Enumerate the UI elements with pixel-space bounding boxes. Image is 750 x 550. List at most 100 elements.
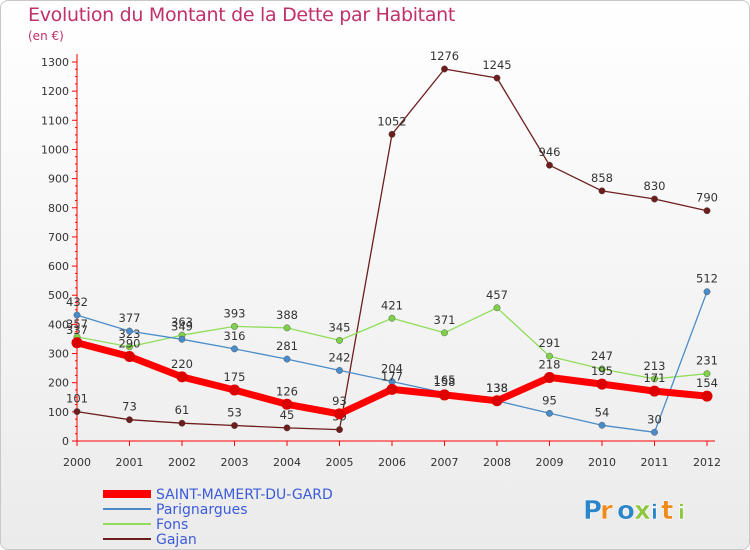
data-point <box>544 371 555 383</box>
data-point <box>231 422 238 429</box>
data-label: 231 <box>696 354 718 368</box>
x-tick-label: 2004 <box>273 456 301 469</box>
data-label: 830 <box>644 179 666 193</box>
data-label: 73 <box>122 400 137 414</box>
data-point <box>124 350 135 362</box>
y-tick-label: 100 <box>48 406 69 419</box>
data-point <box>651 428 658 436</box>
x-tick-label: 2010 <box>588 456 616 469</box>
y-tick-label: 200 <box>48 377 69 390</box>
x-tick-label: 2007 <box>431 456 459 469</box>
data-label: 512 <box>696 272 718 286</box>
data-point <box>388 314 396 322</box>
data-label: 213 <box>644 359 666 373</box>
data-label: 93 <box>332 394 347 408</box>
data-label: 345 <box>329 320 351 334</box>
data-label: 377 <box>119 311 141 325</box>
data-point <box>703 207 711 215</box>
data-label: 158 <box>434 375 456 389</box>
y-tick-label: 900 <box>48 173 69 186</box>
data-label: 1276 <box>430 49 459 63</box>
brand-logo-char: P <box>583 496 602 526</box>
data-label: 316 <box>224 329 246 343</box>
data-point <box>283 355 291 363</box>
data-label: 45 <box>280 408 295 422</box>
data-label: 290 <box>119 336 141 350</box>
data-point <box>73 311 81 319</box>
data-point <box>336 367 343 374</box>
data-label: 220 <box>171 357 193 371</box>
y-unit-label: (en €) <box>28 29 64 43</box>
brand-logo-char: r <box>600 496 613 526</box>
data-point <box>126 343 133 351</box>
x-tick-label: 2006 <box>378 456 406 469</box>
data-point <box>283 324 291 332</box>
data-point <box>598 187 606 195</box>
legend-label: Parignargues <box>156 502 248 518</box>
y-tick-label: 1100 <box>41 114 69 127</box>
data-point <box>491 395 503 407</box>
brand-logo-char: x <box>634 496 651 526</box>
data-label: 858 <box>591 171 613 185</box>
data-point <box>546 409 553 417</box>
data-point <box>493 74 501 82</box>
data-label: 95 <box>542 393 557 407</box>
data-label: 165 <box>434 373 456 387</box>
data-label: 790 <box>696 191 718 205</box>
data-point <box>441 329 448 337</box>
data-point <box>336 426 343 434</box>
x-tick-label: 2011 <box>641 456 669 469</box>
data-point <box>546 161 553 169</box>
x-tick-label: 2002 <box>168 456 196 469</box>
data-label: 154 <box>696 376 718 390</box>
data-point <box>281 398 293 410</box>
data-point <box>439 389 450 401</box>
data-point <box>386 383 398 395</box>
data-label: 363 <box>171 315 193 329</box>
data-label: 421 <box>381 298 403 312</box>
data-label: 432 <box>66 295 88 309</box>
y-tick-label: 700 <box>48 231 69 244</box>
data-label: 946 <box>539 145 561 159</box>
data-point <box>703 288 711 296</box>
data-point <box>73 408 81 415</box>
data-point <box>651 375 658 383</box>
data-label: 177 <box>381 369 403 383</box>
x-tick-label: 2012 <box>693 456 721 469</box>
legend-label: Gajan <box>156 532 197 548</box>
data-label: 393 <box>224 306 246 320</box>
x-tick-label: 2009 <box>536 456 564 469</box>
data-point <box>388 130 396 138</box>
data-point <box>126 327 133 335</box>
data-label: 457 <box>486 288 508 302</box>
y-tick-label: 1200 <box>41 85 69 98</box>
data-point <box>651 195 658 203</box>
data-point <box>703 370 711 378</box>
y-tick-label: 1300 <box>41 56 69 69</box>
data-point <box>596 378 608 390</box>
y-tick-label: 300 <box>48 348 69 361</box>
brand-logo-char: i <box>651 500 658 524</box>
y-tick-label: 0 <box>62 435 69 448</box>
data-point <box>71 337 83 349</box>
data-point <box>283 424 291 432</box>
data-point <box>231 323 238 330</box>
data-label: 61 <box>175 403 190 417</box>
x-tick-label: 2003 <box>221 456 249 469</box>
data-label: 101 <box>66 392 88 406</box>
data-point <box>334 408 345 420</box>
data-label: 337 <box>66 323 88 337</box>
data-point <box>701 390 713 402</box>
data-label: 247 <box>591 349 613 363</box>
data-label: 126 <box>276 384 298 398</box>
data-point <box>598 365 606 373</box>
data-label: 349 <box>171 319 193 333</box>
legend-label: SAINT-MAMERT-DU-GARD <box>156 487 333 503</box>
data-point <box>231 345 238 353</box>
data-point <box>176 371 188 383</box>
data-label: 291 <box>539 336 561 350</box>
data-label: 54 <box>595 405 610 419</box>
data-label: 30 <box>647 412 662 426</box>
data-point <box>336 337 343 344</box>
